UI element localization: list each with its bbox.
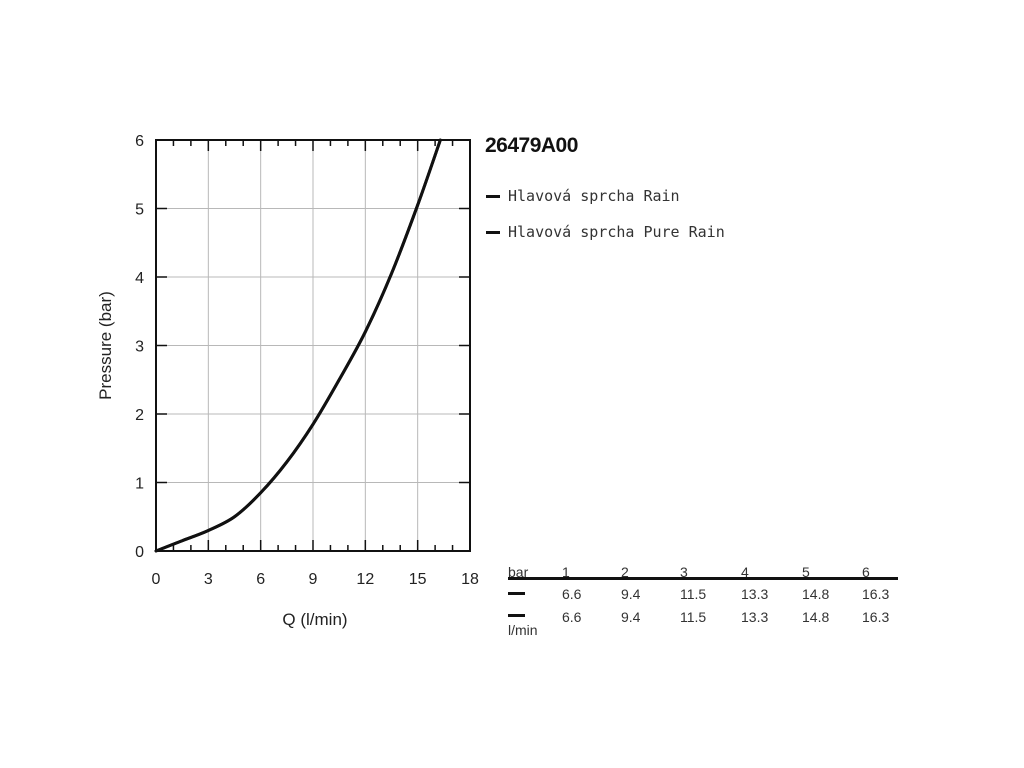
table-cell: 13.3 — [741, 586, 769, 602]
y-axis-label: Pressure (bar) — [96, 291, 115, 400]
x-tick-label: 6 — [256, 571, 265, 588]
x-tick-label: 3 — [204, 571, 213, 588]
table-cell: 13.3 — [741, 609, 769, 625]
legend-label-pure-rain: Hlavová sprcha Pure Rain — [508, 223, 725, 241]
table-cell: 14.8 — [802, 586, 830, 602]
y-tick-label: 1 — [135, 476, 144, 493]
y-tick-label: 3 — [135, 339, 144, 356]
x-tick-label: 18 — [461, 571, 479, 588]
y-tick-label: 0 — [135, 544, 144, 561]
y-tick-label: 4 — [135, 270, 144, 287]
table-cell: 9.4 — [621, 609, 641, 625]
legend-item-rain: Hlavová sprcha Rain — [486, 186, 680, 206]
table-col-1: 1 — [562, 564, 570, 580]
chart-title: 26479A00 — [485, 134, 578, 157]
x-tick-label: 0 — [152, 571, 161, 588]
plot-frame — [155, 139, 471, 552]
legend-swatch-pure-rain — [486, 230, 500, 234]
table-col-5: 5 — [802, 564, 810, 580]
table-header-rule — [508, 577, 898, 580]
table-cell: 6.6 — [562, 586, 582, 602]
table-col-3: 3 — [680, 564, 688, 580]
table-col-6: 6 — [862, 564, 870, 580]
series-line-2 — [154, 138, 442, 553]
x-tick-label: 15 — [409, 571, 427, 588]
y-tick-label: 6 — [135, 133, 144, 150]
legend-label-rain: Hlavová sprcha Rain — [508, 187, 680, 205]
legend-swatch-rain — [486, 194, 500, 198]
table-cell: 11.5 — [680, 586, 707, 602]
table-cell: 16.3 — [862, 586, 890, 602]
table-cell: 11.5 — [680, 609, 707, 625]
table-cell: 6.6 — [562, 609, 582, 625]
table-header-label: bar — [508, 564, 529, 580]
legend-item-pure-rain: Hlavová sprcha Pure Rain — [486, 222, 725, 242]
table-col-2: 2 — [621, 564, 629, 580]
table-row-2-swatch — [508, 614, 525, 617]
table-col-4: 4 — [741, 564, 749, 580]
x-tick-label: 9 — [309, 571, 318, 588]
table-unit-label: l/min — [508, 622, 538, 638]
table-row-1-swatch — [508, 592, 525, 595]
y-tick-label: 5 — [135, 202, 144, 219]
x-tick-label: 12 — [356, 571, 374, 588]
y-tick-label: 2 — [135, 407, 144, 424]
table-cell: 14.8 — [802, 609, 830, 625]
table-cell: 9.4 — [621, 586, 641, 602]
table-cell: 16.3 — [862, 609, 890, 625]
x-axis-label: Q (l/min) — [282, 610, 347, 629]
